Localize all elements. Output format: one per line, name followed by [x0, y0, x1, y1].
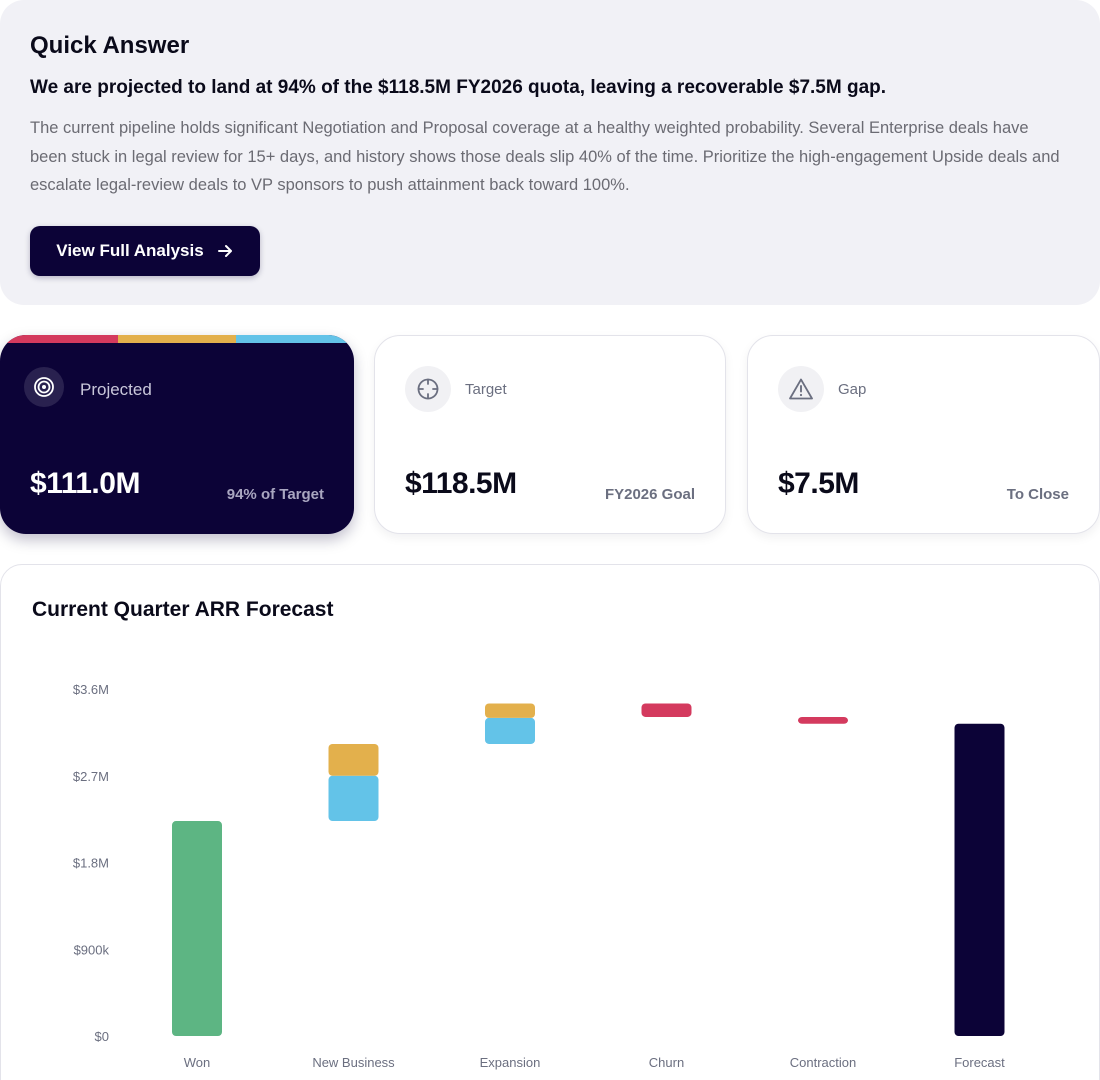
bar-new-business[interactable]	[328, 743, 379, 776]
gap-value: $7.5M	[778, 467, 859, 500]
y-tick-label: $0	[95, 1029, 109, 1044]
bar-forecast[interactable]	[954, 723, 1005, 1036]
x-category-label: Expansion	[480, 1055, 541, 1070]
projected-label: Projected	[80, 380, 152, 399]
target-icon	[24, 367, 64, 407]
x-category-label: Won	[184, 1055, 211, 1070]
x-category-label: Forecast	[954, 1055, 1005, 1070]
target-value: $118.5M	[405, 467, 517, 500]
x-category-label: Contraction	[790, 1055, 856, 1070]
projected-card-stripe	[0, 335, 354, 343]
arr-forecast-chart-panel: $0 $900k $1.8M $2.7M $3.6M Won New Business Exp…	[0, 564, 1100, 1080]
x-category-label: New Business	[312, 1055, 395, 1070]
y-tick-label: $900k	[74, 942, 110, 957]
arrow-right-icon	[217, 245, 232, 257]
gap-sub: To Close	[1006, 486, 1069, 503]
target-label: Target	[465, 381, 507, 398]
crosshair-icon	[405, 366, 451, 412]
bar-churn[interactable]	[641, 703, 692, 717]
quick-answer-title: Quick Answer	[30, 32, 190, 59]
arr-forecast-chart: $0 $900k $1.8M $2.7M $3.6M Won New Business Exp…	[73, 682, 1005, 1070]
projected-value: $111.0M	[30, 467, 140, 500]
projected-card: Projected $111.0M 94% of Target	[0, 335, 354, 534]
x-category-label: Churn	[649, 1055, 684, 1070]
target-sub: FY2026 Goal	[604, 486, 695, 503]
view-full-analysis-button[interactable]: View Full Analysis	[30, 226, 260, 276]
gap-label: Gap	[838, 381, 867, 398]
bar-new-business[interactable]	[328, 775, 379, 822]
bar-contraction[interactable]	[798, 716, 848, 724]
target-card: Target $118.5M FY2026 Goal	[374, 335, 726, 534]
y-tick-label: $3.6M	[73, 682, 109, 697]
quick-answer-panel: Quick Answer We are projected to land at…	[0, 0, 1100, 305]
quick-answer-body: The current pipeline holds significant N…	[30, 119, 1060, 194]
bar-expansion[interactable]	[485, 703, 535, 718]
quick-answer-headline: We are projected to land at 94% of the $…	[30, 77, 887, 98]
view-full-analysis-label: View Full Analysis	[56, 241, 204, 260]
bar-won[interactable]	[172, 821, 222, 1036]
gap-card: Gap $7.5M To Close	[747, 335, 1100, 534]
chart-title: Current Quarter ARR Forecast	[32, 598, 334, 621]
warning-icon	[778, 366, 824, 412]
y-tick-label: $1.8M	[73, 856, 109, 871]
projected-sub: 94% of Target	[226, 486, 324, 503]
bar-expansion[interactable]	[485, 717, 535, 744]
y-tick-label: $2.7M	[73, 769, 109, 784]
